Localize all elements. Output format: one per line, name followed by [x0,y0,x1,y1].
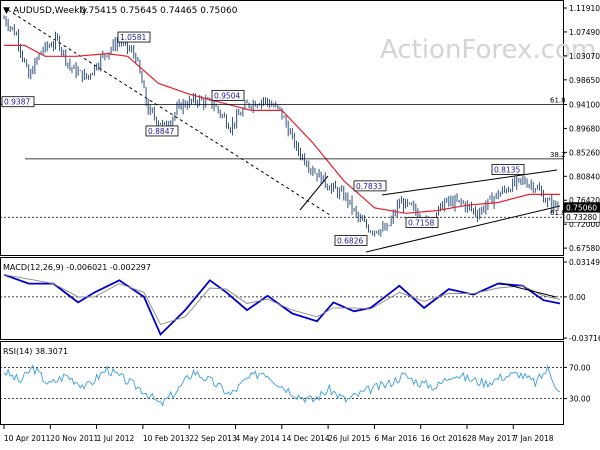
macd-tick-label: 0.00 [569,293,586,302]
price-label: 1.0581 [117,31,151,43]
price-label: 0.6826 [334,235,368,246]
price-label: 0.7158 [405,217,439,228]
price-tick-label: 0.89680 [569,124,600,133]
price-label: 0.9387 [1,96,35,108]
macd-tick-label: -0.037164 [569,334,600,343]
price-label-text: 0.8847 [148,127,174,136]
price-label-text: 0.9504 [214,91,240,100]
macd-tick-label: 0.031493 [569,258,600,267]
fib-label: 61.8 [550,209,566,217]
price-label-text: 0.6826 [337,236,363,245]
price-series [3,15,560,237]
price-tag-text: 0.75060 [566,204,597,213]
price-tick-label: 0.85260 [569,148,600,157]
fib-label: 61.8 [550,96,566,104]
price-tick-label: 0.94100 [569,100,600,109]
channel-lower [365,205,561,253]
price-label-text: 0.7833 [356,182,382,191]
channel-upper [381,169,558,196]
signal-line [3,274,561,326]
macd-divergence-line [499,282,557,298]
rsi-line [3,364,561,407]
rsi-title: RSI(14) 38.3071 [3,347,68,356]
rsi-panel-frame [0,341,564,425]
price-label-text: 0.7158 [408,218,434,227]
price-tick-label: 1.07490 [569,28,600,37]
price-tick-label: 0.72000 [569,220,600,229]
price-label: 0.8847 [145,125,179,137]
time-tick-label: 1 Jul 2012 [97,434,135,443]
price-label-text: 0.9387 [4,98,30,107]
fib-label: 38.2 [550,151,566,159]
current-price-tag: 0.75060 [563,202,600,213]
price-label-text: 1.0581 [120,33,146,42]
watermark: ActionForex.com [380,35,596,65]
price-label-text: 0.8135 [494,166,520,175]
time-tick-label: 22 Sep 2013 [189,434,237,443]
price-tick-label: 0.67580 [569,244,600,253]
time-tick-label: 4 May 2014 [236,434,280,443]
price-label: 0.7833 [353,180,387,192]
symbol-title: AUDUSD,Weekly [13,6,88,16]
price-tick-label: 0.98650 [569,76,600,85]
price-tick-label: 1.03070 [569,52,600,61]
price-tick-label: 0.80840 [569,172,600,181]
ohlc-values: 0.75415 0.75645 0.74465 0.75060 [80,6,238,16]
time-tick-label: 28 May 2017 [467,434,516,443]
price-tag-text: 0.73280 [566,213,597,222]
current-price-tag: 0.73280 [563,211,600,223]
rsi-tick-label: 30.00 [569,395,591,404]
rsi-tick-label: 70.00 [569,363,591,372]
macd-series: 0.031493 0.00 -0.037164 [0,258,600,343]
price-annotations: 61.8 38.2 61.8 0.9387 1.0581 0.9504 0.8847 0.78… [0,31,600,246]
time-tick-label: 7 Jan 2018 [513,434,553,443]
price-label: 0.9504 [211,89,245,101]
time-tick-label: 10 Apr 2011 [4,434,51,443]
price-axis: 1.11910 1.07490 1.03070 0.98650 0.94100 0.896… [563,4,600,253]
time-tick-label: 20 Nov 2011 [50,434,98,443]
time-tick-label: 10 Feb 2013 [143,434,190,443]
price-tick-label: 1.11910 [569,4,600,13]
downtrend-line [7,9,331,216]
price-label: 0.8135 [491,164,525,175]
symbol-arrow: ▼ [3,6,10,16]
moving-average-line [4,44,560,214]
time-tick-label: 26 Jul 2015 [328,434,371,443]
price-tick-label: 0.76420 [569,196,600,205]
time-tick-label: 14 Dec 2014 [282,434,330,443]
rsi-series: 70.00 30.00 [0,363,591,407]
time-tick-label: 6 Mar 2016 [374,434,417,443]
macd-title: MACD(12,26,9) -0.006021 -0.002297 [3,263,151,272]
time-tick-label: 16 Oct 2016 [421,434,468,443]
macd-panel-frame [0,257,564,340]
